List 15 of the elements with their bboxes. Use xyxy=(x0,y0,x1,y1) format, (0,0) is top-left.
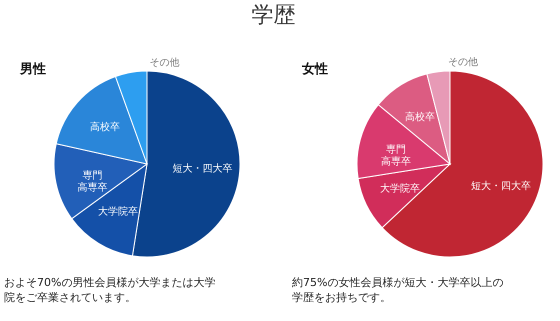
chart-subtitle: 男性 xyxy=(19,62,46,77)
slice-label: その他 xyxy=(448,56,478,68)
slice-label: 高校卒 xyxy=(405,110,436,123)
slice-label: 高校卒 xyxy=(90,121,120,134)
chart-title: 学歴 xyxy=(252,3,296,28)
slice-label: 大学院卒 xyxy=(98,206,138,218)
text: およそ70%の男性会員様が大学または大学院をご卒業されています。 xyxy=(4,276,216,304)
text: 約75%の女性会員様が短大・大学卒以上の学歴をお持ちです。 xyxy=(292,276,504,304)
slice-label: 専門高専卒 xyxy=(77,169,108,194)
slice-label: その他 xyxy=(150,56,180,69)
slice-label: 短大・四大卒 xyxy=(471,180,532,192)
chart-subtitle: 女性 xyxy=(301,62,328,77)
slice-label: 専門高専卒 xyxy=(381,143,412,168)
slice-label: 大学院卒 xyxy=(380,182,420,195)
slice-label: 短大・四大卒 xyxy=(172,162,233,174)
